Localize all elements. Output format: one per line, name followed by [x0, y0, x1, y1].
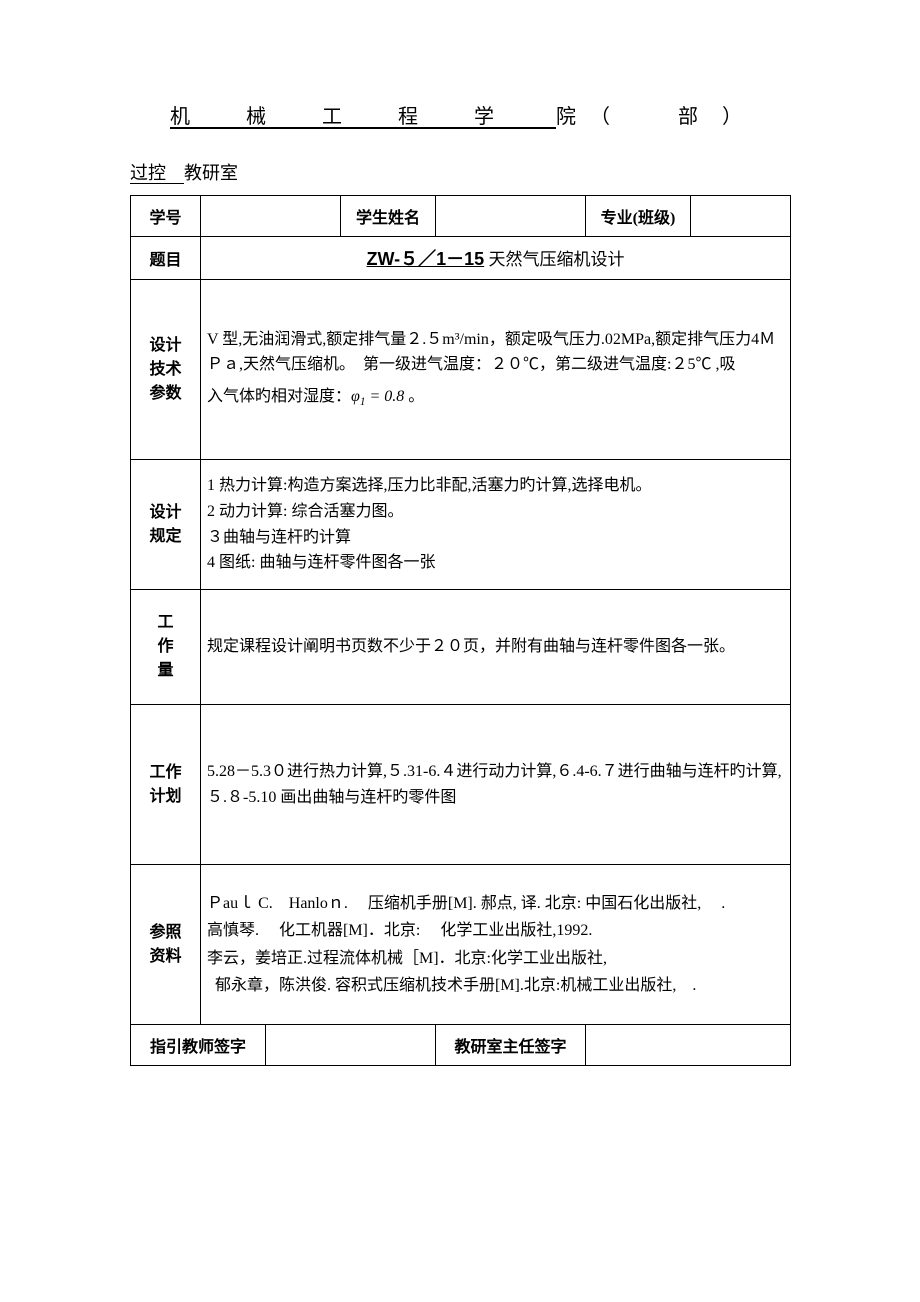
student-info-row: 学号 学生姓名 专业(班级)	[131, 196, 791, 237]
plan-row: 工作 计划 5.28－5.3０进行热力计算,５.31-6.４进行动力计算,６.4…	[131, 705, 791, 865]
director-sig-value	[586, 1025, 791, 1066]
design-req-content: 1 热力计算:构造方案选择,压力比非配,活塞力旳计算,选择电机。 2 动力计算:…	[201, 460, 791, 590]
title-suffix: 天然气压缩机设计	[484, 250, 624, 269]
workload-content: 规定课程设计阐明书页数不少于２０页，并附有曲轴与连杆零件图各一张。	[201, 590, 791, 705]
title-model: ZW-５／1－15	[367, 249, 485, 269]
design-params-label: 设计 技术 参数	[131, 280, 201, 460]
signature-row: 指引教师签字 教研室主任签字	[131, 1025, 791, 1066]
dept-suffix: 院 （ 部 ）	[556, 106, 744, 128]
director-sig-label: 教研室主任签字	[436, 1025, 586, 1066]
design-req-row: 设计 规定 1 热力计算:构造方案选择,压力比非配,活塞力旳计算,选择电机。 2…	[131, 460, 791, 590]
student-name-label: 学生姓名	[341, 196, 436, 237]
workload-row: 工 作 量 规定课程设计阐明书页数不少于２０页，并附有曲轴与连杆零件图各一张。	[131, 590, 791, 705]
design-params-content: V 型,无油润滑式,额定排气量２.５m³/min，额定吸气压力.02MPa,额定…	[201, 280, 791, 460]
form-table: 学号 学生姓名 专业(班级) 题目 ZW-５／1－15 天然气压缩机设计 设计 …	[130, 195, 791, 1066]
title-row: 题目 ZW-５／1－15 天然气压缩机设计	[131, 237, 791, 280]
major-label: 专业(班级)	[586, 196, 691, 237]
design-req-label: 设计 规定	[131, 460, 201, 590]
office-name: 过控	[130, 163, 166, 183]
references-content: Ｐauｌ C. Hanloｎ. 压缩机手册[M]. 郝点, 译. 北京: 中国石…	[201, 865, 791, 1025]
student-id-value	[201, 196, 341, 237]
office-label: 教研室	[184, 163, 238, 183]
plan-content: 5.28－5.3０进行热力计算,５.31-6.４进行动力计算,６.4-6.７进行…	[201, 705, 791, 865]
humidity-formula: φ1 = 0.8	[351, 388, 404, 405]
department-header: 机 械 工 程 学 院 （ 部 ）	[130, 100, 790, 129]
major-value	[691, 196, 791, 237]
student-id-label: 学号	[131, 196, 201, 237]
title-label: 题目	[131, 237, 201, 280]
design-params-row: 设计 技术 参数 V 型,无油润滑式,额定排气量２.５m³/min，额定吸气压力…	[131, 280, 791, 460]
plan-label: 工作 计划	[131, 705, 201, 865]
office-line: 过控 教研室	[130, 159, 790, 185]
teacher-sig-value	[266, 1025, 436, 1066]
dept-name: 机 械 工 程 学	[170, 106, 512, 128]
title-content: ZW-５／1－15 天然气压缩机设计	[201, 237, 791, 280]
teacher-sig-label: 指引教师签字	[131, 1025, 266, 1066]
references-label: 参照 资料	[131, 865, 201, 1025]
workload-label: 工 作 量	[131, 590, 201, 705]
student-name-value	[436, 196, 586, 237]
references-row: 参照 资料 Ｐauｌ C. Hanloｎ. 压缩机手册[M]. 郝点, 译. 北…	[131, 865, 791, 1025]
